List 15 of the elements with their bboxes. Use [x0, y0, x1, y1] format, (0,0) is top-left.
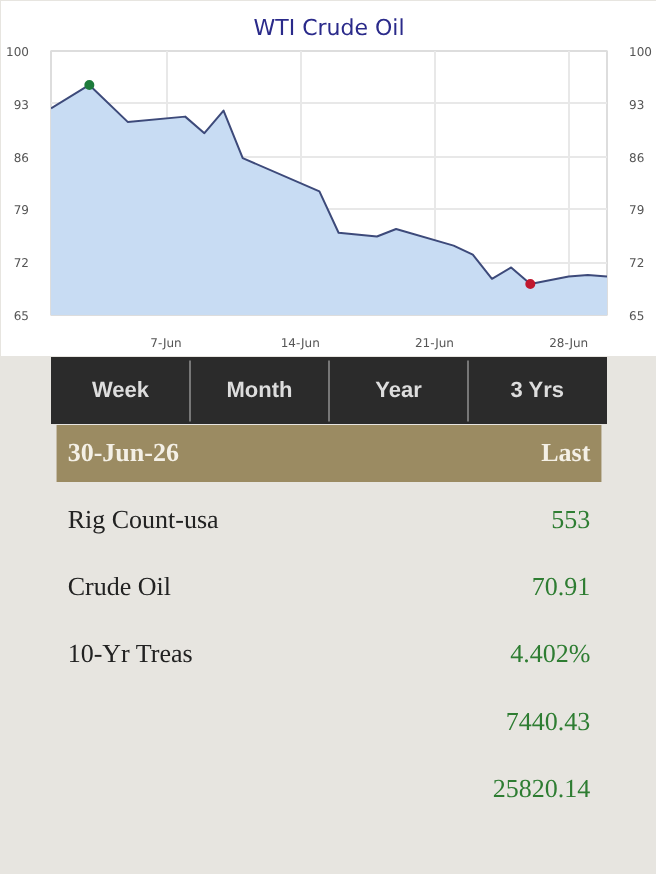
text: 25820.14	[492, 772, 591, 803]
text: 3 Yrs	[510, 379, 565, 403]
text: Last	[541, 436, 592, 467]
text: 553	[551, 504, 591, 535]
text: 7440.43	[505, 705, 591, 736]
text: 70.91	[531, 571, 591, 602]
text: Year	[375, 379, 424, 403]
category-label: Crude Oil	[67, 571, 172, 602]
category-label: 10-Yr Treas	[67, 638, 193, 669]
chart-title: WTI Crude Oil	[253, 15, 405, 41]
text: 4.402%	[510, 638, 591, 669]
text: 30-Jun-26	[67, 436, 180, 467]
category-label: Rig Count-usa	[67, 504, 220, 535]
text: Week	[91, 379, 151, 403]
text: Month	[226, 379, 294, 403]
